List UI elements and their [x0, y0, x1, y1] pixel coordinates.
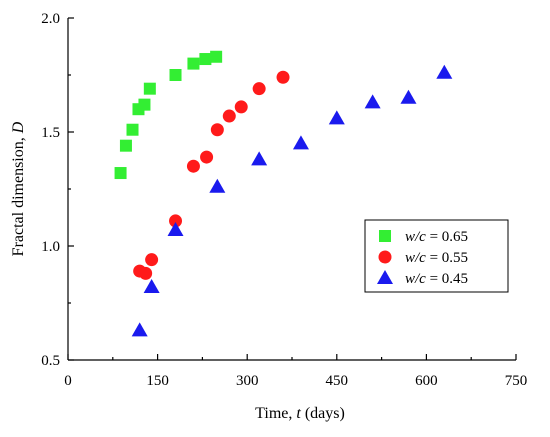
- data-point-square: [114, 167, 127, 180]
- series-3: [131, 64, 453, 337]
- data-point-square: [169, 69, 182, 81]
- x-tick-label: 450: [326, 373, 349, 389]
- legend-marker-triangle: [377, 270, 393, 284]
- data-point-triangle: [292, 135, 309, 150]
- data-point-square: [143, 82, 156, 95]
- axis-titles: Time, t (days) Fractal dimension, D: [10, 121, 345, 422]
- legend-marker-square: [379, 230, 391, 242]
- legend-entry-label: w/c = 0.65: [405, 229, 468, 245]
- data-point-triangle: [400, 89, 417, 104]
- data-point-triangle: [328, 110, 345, 125]
- legend-entry-label: w/c = 0.55: [405, 250, 468, 266]
- y-tick-label: 1.5: [41, 125, 60, 141]
- y-tick-label: 1.0: [41, 239, 60, 255]
- data-point-circle: [169, 214, 183, 228]
- x-tick-label: 0: [64, 373, 72, 389]
- axes: [67, 18, 516, 361]
- y-axis-title: Fractal dimension, D: [10, 121, 27, 256]
- data-point-circle: [200, 150, 214, 164]
- data-point-square: [187, 57, 200, 70]
- x-tick-label: 150: [146, 373, 169, 389]
- legend-marker-circle: [378, 250, 392, 264]
- y-tick-label: 0.5: [41, 353, 60, 369]
- data-point-triangle: [131, 322, 148, 337]
- data-point-circle: [139, 266, 153, 280]
- data-point-circle: [276, 70, 290, 84]
- data-point-triangle: [167, 222, 184, 237]
- data-point-square: [210, 50, 223, 63]
- legend-entry-label: w/c = 0.45: [405, 271, 468, 287]
- data-point-triangle: [364, 94, 381, 109]
- data-point-square: [138, 98, 151, 111]
- data-point-square: [126, 123, 139, 136]
- axis-ticks: 0 150 300 450 600 750 0.5 1.0 1.5 2.0: [41, 11, 527, 389]
- data-point-circle: [210, 123, 224, 137]
- data-point-triangle: [209, 178, 226, 193]
- data-point-circle: [186, 159, 200, 173]
- x-axis-title: Time, t (days): [255, 405, 345, 422]
- x-tick-label: 300: [236, 373, 259, 389]
- data-point-square: [119, 139, 132, 152]
- data-point-triangle: [251, 151, 268, 166]
- data-point-circle: [252, 82, 266, 96]
- data-point-circle: [234, 100, 248, 114]
- data-point-triangle: [436, 64, 453, 79]
- legend: w/c = 0.65 w/c = 0.55 w/c = 0.45: [364, 219, 509, 293]
- data-markers: [114, 50, 453, 337]
- data-point-triangle: [143, 279, 160, 294]
- y-tick-label: 2.0: [41, 11, 60, 27]
- data-point-square: [199, 53, 212, 66]
- data-point-circle: [222, 109, 236, 123]
- x-tick-label: 750: [505, 373, 528, 389]
- series-2: [133, 70, 290, 280]
- x-tick-label: 600: [415, 373, 438, 389]
- series-1: [114, 50, 223, 180]
- data-point-circle: [145, 253, 159, 267]
